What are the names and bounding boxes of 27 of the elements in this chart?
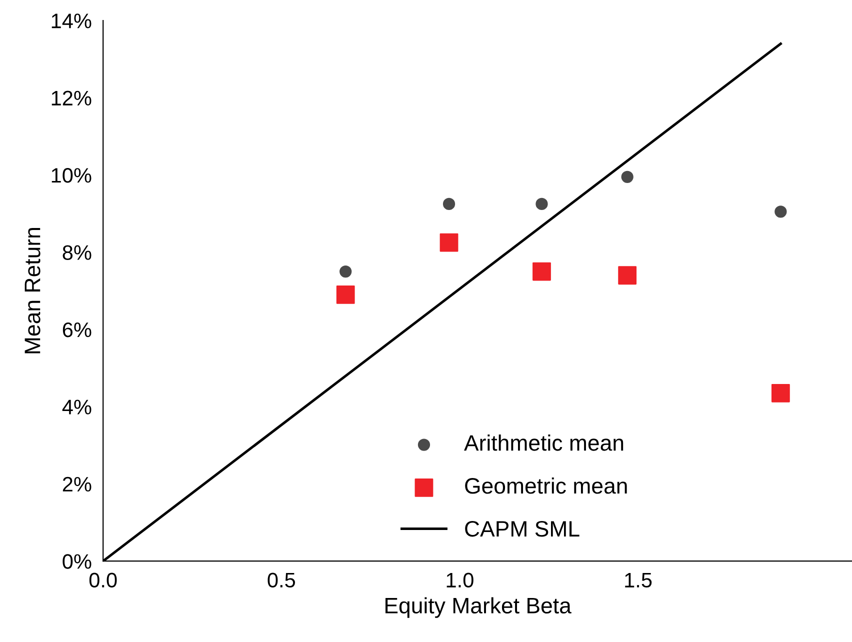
point	[336, 285, 355, 304]
point	[442, 198, 456, 210]
x-tick-label: 0.0	[89, 572, 117, 588]
y-tick-label: 12%	[52, 90, 92, 106]
y-tick-label: 8%	[62, 245, 92, 260]
point	[536, 198, 548, 210]
legend-label: CAPM SML	[465, 520, 580, 537]
point	[621, 170, 634, 183]
point	[532, 262, 551, 281]
y-tick-label: 14%	[52, 14, 92, 28]
y-tick-label: 10%	[52, 168, 92, 183]
y-tick-label: 0%	[62, 554, 92, 569]
point	[774, 206, 787, 218]
x-tick-label: 1.5	[625, 572, 652, 588]
point	[340, 265, 352, 278]
x-axis-title: Equity Market Beta	[386, 597, 572, 618]
x-tick-label: 0.5	[268, 572, 296, 588]
legend-label: Arithmetic mean	[464, 434, 624, 451]
y-axis-title: Mean Return	[24, 228, 40, 354]
point	[771, 384, 790, 402]
legend-label: Geometric mean	[465, 477, 627, 494]
point	[440, 233, 458, 252]
point	[618, 266, 637, 285]
x-tick-label: 1.0	[446, 572, 474, 588]
y-tick-label: 6%	[62, 322, 92, 338]
y-tick-label: 4%	[62, 400, 92, 414]
y-tick-label: 2%	[62, 476, 92, 492]
